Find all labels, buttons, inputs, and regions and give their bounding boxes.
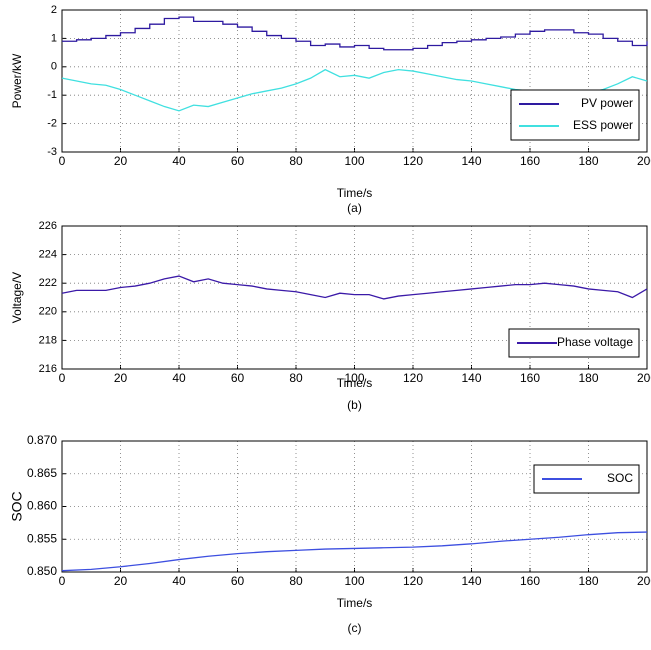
x-tick-label: 120 — [403, 154, 423, 168]
y-tick-label: 0.865 — [27, 466, 57, 480]
y-tick-label: -1 — [47, 89, 57, 101]
data-line — [62, 16, 648, 51]
x-tick-label: 60 — [231, 574, 245, 588]
x-tick-label: 140 — [461, 574, 481, 588]
caption: (c) — [348, 621, 362, 635]
y-tick-label: 0.870 — [27, 433, 57, 447]
x-tick-label: 140 — [461, 154, 481, 168]
legend-label: Phase voltage — [557, 335, 633, 349]
caption: (b) — [347, 398, 362, 412]
legend-label: PV power — [581, 96, 633, 110]
x-tick-label: 200 — [637, 371, 651, 385]
x-tick-label: 160 — [520, 574, 540, 588]
x-tick-label: 180 — [578, 371, 598, 385]
x-tick-label: 20 — [114, 154, 128, 168]
y-tick-label: 0.850 — [27, 564, 57, 578]
chart-panel: -3-2-1012020406080100120140160180200Time… — [10, 4, 651, 215]
chart-panel: 216 218 220 222 224 226 0 20 40 60 80 100 120 140 160 1… — [10, 220, 651, 412]
x-tick-label: 180 — [578, 154, 598, 168]
legend-label: ESS power — [573, 118, 633, 132]
y-axis-label: Voltage/V — [10, 272, 24, 323]
legend-label: SOC — [607, 471, 633, 485]
data-line — [61, 531, 648, 572]
x-tick-label: 80 — [289, 371, 303, 385]
x-tick-label: 120 — [403, 574, 423, 588]
legend-box — [510, 89, 640, 141]
y-tick-label: 1 — [51, 32, 57, 44]
x-tick-label: 100 — [344, 574, 364, 588]
y-tick-label: -2 — [47, 118, 57, 130]
x-axis-label: Time/s — [337, 186, 373, 200]
x-tick-label: 40 — [172, 371, 186, 385]
y-axis-label: SOC — [9, 491, 25, 521]
y-tick-label: 216 — [39, 363, 57, 375]
x-tick-label: 60 — [231, 154, 245, 168]
plot-frame — [61, 440, 648, 573]
x-tick-label: 0 — [59, 574, 66, 588]
chart-panel: 0.850 0.855 0.860 0.865 0.870 0 20 40 60 80 100 120… — [9, 433, 651, 635]
x-tick-label: 0 — [59, 371, 66, 385]
x-tick-label: 160 — [520, 371, 540, 385]
y-tick-label: 222 — [39, 277, 57, 289]
x-tick-label: 20 — [114, 574, 128, 588]
x-tick-label: 80 — [289, 154, 303, 168]
x-tick-label: 100 — [344, 154, 364, 168]
x-tick-label: 200 — [637, 154, 651, 168]
y-tick-label: 0 — [51, 61, 57, 73]
y-tick-label: 2 — [51, 4, 57, 16]
caption: (a) — [347, 201, 362, 215]
x-tick-label: 180 — [578, 574, 598, 588]
x-axis-label: Time/s — [337, 376, 373, 390]
x-axis-label: Time/s — [337, 596, 373, 610]
x-tick-label: 100 — [344, 371, 364, 385]
y-tick-label: 218 — [39, 334, 57, 346]
plot-frame — [61, 225, 648, 370]
y-axis-label: Power/kW — [10, 53, 24, 108]
x-tick-label: 40 — [172, 154, 186, 168]
x-tick-label: 60 — [231, 371, 245, 385]
x-tick-label: 140 — [461, 371, 481, 385]
x-tick-label: 40 — [172, 574, 186, 588]
y-tick-label: 226 — [39, 220, 57, 232]
x-tick-label: 120 — [403, 371, 423, 385]
x-tick-label: 0 — [59, 154, 66, 168]
y-tick-label: 220 — [39, 306, 57, 318]
y-tick-label: 224 — [39, 249, 57, 261]
y-tick-label: 0.855 — [27, 531, 57, 545]
y-tick-label: -3 — [47, 146, 57, 158]
data-line — [61, 275, 648, 300]
x-tick-label: 160 — [520, 154, 540, 168]
x-tick-label: 200 — [637, 574, 651, 588]
y-tick-label: 0.860 — [27, 499, 57, 513]
x-tick-label: 80 — [289, 574, 303, 588]
x-tick-label: 20 — [114, 371, 128, 385]
